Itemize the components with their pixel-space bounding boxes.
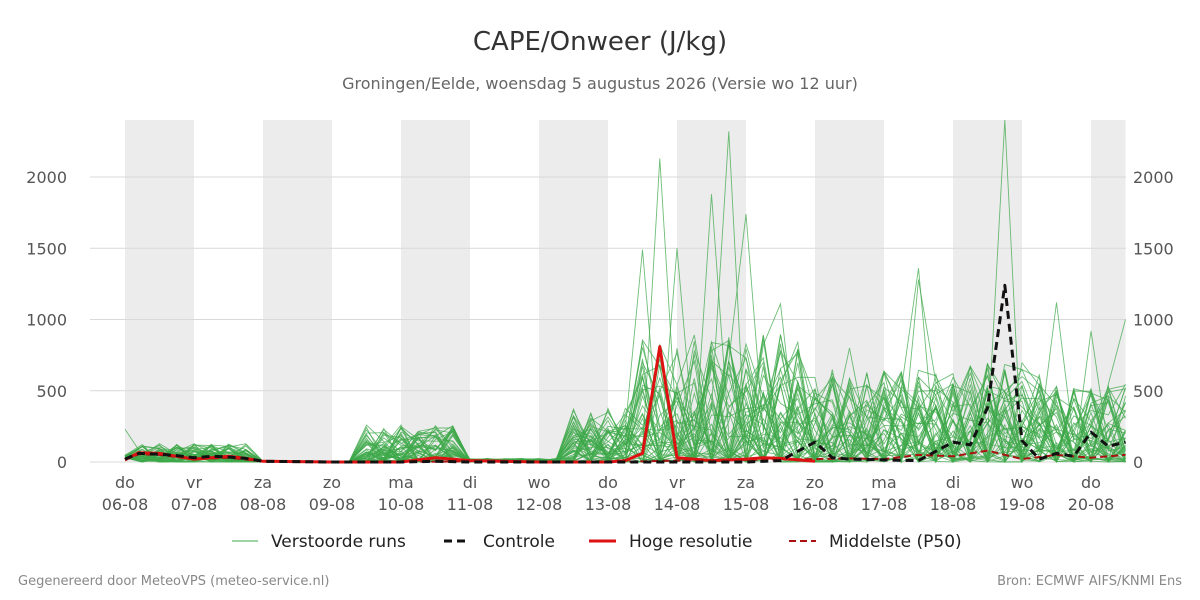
day-band [125,120,194,462]
legend-hires-label: Hoge resolutie [629,532,753,552]
x-axis: do 06-08 vr 07-08 za 08-08 zo 09-08 ma 10-08 di 11-… [102,473,1115,514]
x-tick-day: do [598,473,618,492]
y-tick-label: 1500 [1133,239,1174,258]
x-tick-day: vr [186,473,202,492]
footer-source: Bron: ECMWF AIFS/KNMI Ens [997,574,1182,589]
main-series [124,283,1126,464]
x-tick-day: di [946,473,961,492]
y-axis-right: 0 500 1000 1500 2000 [1133,168,1174,472]
y-tick-label: 1000 [1133,311,1174,330]
x-tick-date: 09-08 [309,495,356,514]
y-tick-label: 2000 [26,168,67,187]
y-tick-label: 500 [36,382,67,401]
y-tick-label: 0 [1133,453,1143,472]
y-tick-label: 0 [57,453,67,472]
x-tick-day: wo [1011,473,1034,492]
x-tick-day: do [1081,473,1101,492]
x-tick-date: 20-08 [1068,495,1115,514]
day-band [263,120,332,462]
legend-median-label: Middelste (P50) [829,532,962,552]
x-tick-day: di [463,473,478,492]
x-tick-day: wo [528,473,551,492]
y-axis-left: 0 500 1000 1500 2000 [26,168,67,472]
x-tick-date: 17-08 [861,495,908,514]
x-tick-day: za [737,473,755,492]
x-tick-date: 11-08 [447,495,494,514]
x-tick-date: 15-08 [723,495,770,514]
y-tick-label: 1500 [26,239,67,258]
x-tick-day: zo [323,473,341,492]
x-tick-date: 16-08 [792,495,839,514]
x-tick-day: ma [388,473,413,492]
x-tick-day: ma [871,473,896,492]
x-tick-date: 13-08 [585,495,632,514]
x-tick-day: vr [669,473,685,492]
chart-subtitle: Groningen/Eelde, woensdag 5 augustus 202… [342,74,858,93]
x-tick-day: zo [806,473,824,492]
x-tick-date: 10-08 [378,495,425,514]
x-tick-date: 12-08 [516,495,563,514]
x-tick-day: za [254,473,272,492]
y-tick-label: 500 [1133,382,1164,401]
x-tick-day: do [115,473,135,492]
chart-title: CAPE/Onweer (J/kg) [473,27,727,57]
footer-generated-by: Gegenereerd door MeteoVPS (meteo-service… [18,574,329,589]
legend-control-label: Controle [483,532,555,552]
x-tick-date: 07-08 [171,495,218,514]
y-tick-label: 2000 [1133,168,1174,187]
y-tick-label: 1000 [26,311,67,330]
control-line [124,283,1126,464]
x-tick-date: 14-08 [654,495,701,514]
x-tick-date: 19-08 [999,495,1046,514]
day-band [401,120,470,462]
x-tick-date: 06-08 [102,495,149,514]
x-tick-date: 08-08 [240,495,287,514]
legend-perturbed-label: Verstoorde runs [271,532,406,552]
legend: Verstoorde runs Controle Hoge resolutie … [232,532,962,552]
x-tick-date: 18-08 [930,495,977,514]
